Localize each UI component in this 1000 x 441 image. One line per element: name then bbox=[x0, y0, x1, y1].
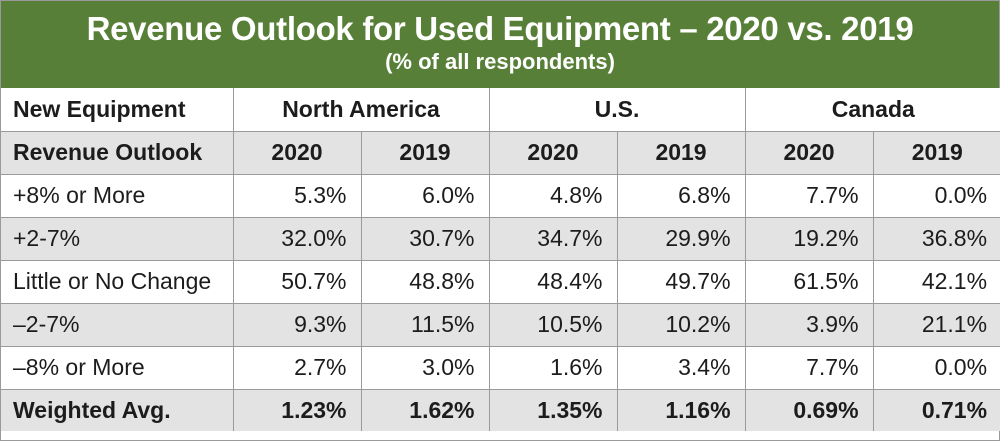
table-cell: 0.0% bbox=[873, 346, 1000, 390]
table-cell: 10.2% bbox=[617, 303, 746, 347]
corner-header-bottom: Revenue Outlook bbox=[1, 131, 234, 175]
table-cell: 32.0% bbox=[233, 217, 362, 261]
table-cell: 49.7% bbox=[617, 260, 746, 304]
table-row: +8% or More 5.3% 6.0% 4.8% 6.8% 7.7% 0.0… bbox=[1, 174, 1000, 218]
row-label: –2-7% bbox=[1, 303, 234, 347]
table-cell: 7.7% bbox=[745, 346, 874, 390]
row-label: –8% or More bbox=[1, 346, 234, 390]
table-subtitle: (% of all respondents) bbox=[385, 49, 615, 74]
table-cell: 0.0% bbox=[873, 174, 1000, 218]
table-title: Revenue Outlook for Used Equipment – 202… bbox=[86, 10, 914, 47]
table-cell: 5.3% bbox=[233, 174, 362, 218]
table-cell: 3.4% bbox=[617, 346, 746, 390]
table-cell: 0.71% bbox=[873, 389, 1000, 431]
region-header-north-america: North America bbox=[233, 88, 490, 132]
year-header: 2019 bbox=[617, 131, 746, 175]
table-cell: 7.7% bbox=[745, 174, 874, 218]
table-cell: 1.16% bbox=[617, 389, 746, 431]
table-row: –2-7% 9.3% 11.5% 10.5% 10.2% 3.9% 21.1% bbox=[1, 303, 1000, 347]
table-cell: 21.1% bbox=[873, 303, 1000, 347]
year-header: 2020 bbox=[233, 131, 362, 175]
weighted-average-row: Weighted Avg. 1.23% 1.62% 1.35% 1.16% 0.… bbox=[1, 389, 1000, 431]
table-cell: 4.8% bbox=[489, 174, 618, 218]
table-cell: 3.9% bbox=[745, 303, 874, 347]
table-cell: 50.7% bbox=[233, 260, 362, 304]
table-cell: 1.35% bbox=[489, 389, 618, 431]
table-cell: 1.23% bbox=[233, 389, 362, 431]
table-cell: 2.7% bbox=[233, 346, 362, 390]
table-cell: 29.9% bbox=[617, 217, 746, 261]
table-cell: 48.8% bbox=[361, 260, 490, 304]
table-row: Little or No Change 50.7% 48.8% 48.4% 49… bbox=[1, 260, 1000, 304]
table-cell: 30.7% bbox=[361, 217, 490, 261]
table-cell: 61.5% bbox=[745, 260, 874, 304]
header-row-years: Revenue Outlook 2020 2019 2020 2019 2020… bbox=[1, 131, 1000, 175]
table-cell: 1.62% bbox=[361, 389, 490, 431]
table-cell: 11.5% bbox=[361, 303, 490, 347]
table-cell: 6.8% bbox=[617, 174, 746, 218]
table-cell: 34.7% bbox=[489, 217, 618, 261]
year-header: 2019 bbox=[361, 131, 490, 175]
revenue-outlook-table: New Equipment North America U.S. Canada … bbox=[1, 88, 1000, 431]
row-label: Weighted Avg. bbox=[1, 389, 234, 431]
corner-header-top: New Equipment bbox=[1, 88, 234, 132]
region-header-us: U.S. bbox=[489, 88, 746, 132]
region-header-canada: Canada bbox=[745, 88, 1000, 132]
table-cell: 10.5% bbox=[489, 303, 618, 347]
row-label: Little or No Change bbox=[1, 260, 234, 304]
table-cell: 6.0% bbox=[361, 174, 490, 218]
row-label: +2-7% bbox=[1, 217, 234, 261]
table-row: +2-7% 32.0% 30.7% 34.7% 29.9% 19.2% 36.8… bbox=[1, 217, 1000, 261]
table-cell: 3.0% bbox=[361, 346, 490, 390]
table-cell: 1.6% bbox=[489, 346, 618, 390]
table-cell: 0.69% bbox=[745, 389, 874, 431]
table-cell: 48.4% bbox=[489, 260, 618, 304]
header-row-regions: New Equipment North America U.S. Canada bbox=[1, 88, 1000, 132]
table-row: –8% or More 2.7% 3.0% 1.6% 3.4% 7.7% 0.0… bbox=[1, 346, 1000, 390]
table-cell: 36.8% bbox=[873, 217, 1000, 261]
row-label: +8% or More bbox=[1, 174, 234, 218]
year-header: 2019 bbox=[873, 131, 1000, 175]
table-cell: 42.1% bbox=[873, 260, 1000, 304]
table-cell: 19.2% bbox=[745, 217, 874, 261]
year-header: 2020 bbox=[489, 131, 618, 175]
year-header: 2020 bbox=[745, 131, 874, 175]
title-banner: Revenue Outlook for Used Equipment – 202… bbox=[1, 1, 999, 88]
table-cell: 9.3% bbox=[233, 303, 362, 347]
